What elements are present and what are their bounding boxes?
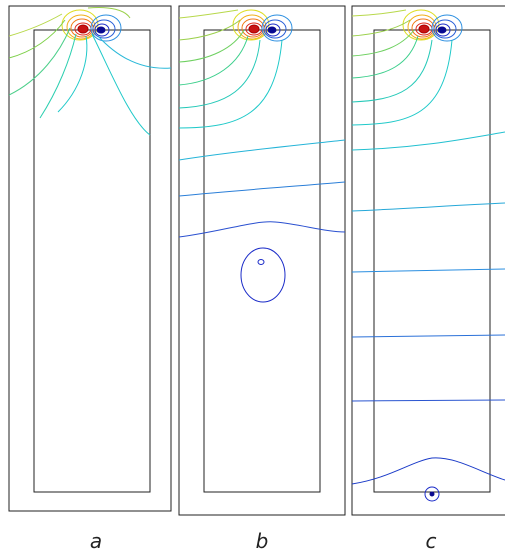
panel-c-outer-frame <box>351 5 505 516</box>
panel-a-inner-boundary <box>33 29 151 493</box>
panel-c-label: c <box>426 529 437 553</box>
panel-b-outer-frame <box>178 5 346 516</box>
panel-b: b <box>178 5 346 553</box>
panel-a-outer-frame <box>8 5 172 512</box>
panel-c-inner-boundary <box>373 29 491 493</box>
panel-a-label: a <box>90 529 102 553</box>
panel-b-contours <box>179 9 345 303</box>
panel-b-label: b <box>256 529 269 553</box>
panel-c: c <box>351 5 505 553</box>
panel-a-contours <box>9 7 171 136</box>
panel-a: a <box>8 5 172 553</box>
panel-c-contours <box>352 9 505 502</box>
